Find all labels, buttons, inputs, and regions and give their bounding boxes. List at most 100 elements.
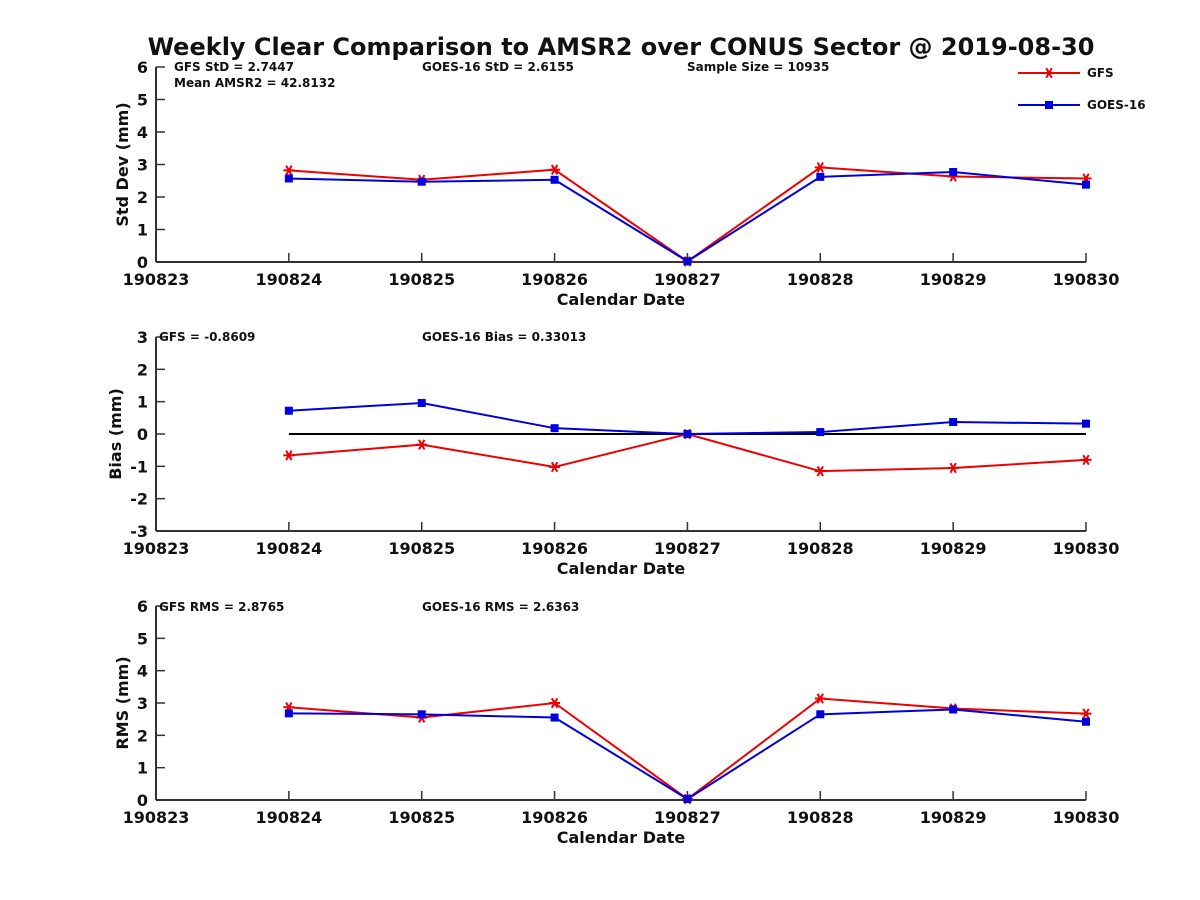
legend-marker <box>1043 67 1055 79</box>
y-axis-label: RMS (mm) <box>113 656 132 749</box>
x-tick-label: 190827 <box>654 539 721 558</box>
data-point <box>683 257 692 266</box>
data-point-stroke <box>816 465 824 477</box>
y-axis-label: Std Dev (mm) <box>113 102 132 226</box>
data-point <box>417 710 426 719</box>
data-point-stroke <box>550 697 559 709</box>
data-point <box>814 693 826 704</box>
data-point <box>949 167 958 176</box>
data-point-stroke <box>550 164 559 175</box>
data-point-stroke <box>285 450 293 461</box>
x-tick-label: 190826 <box>521 808 588 827</box>
data-point-stroke <box>816 162 824 173</box>
data-point <box>549 697 561 709</box>
data-point <box>550 175 559 184</box>
x-tick-label: 190827 <box>654 270 721 289</box>
data-point-stroke <box>816 693 824 704</box>
data-point <box>417 177 426 186</box>
data-point-stroke <box>1082 454 1090 466</box>
x-tick-label: 190825 <box>388 270 455 289</box>
y-tick-label: 1 <box>137 221 148 240</box>
y-tick-label: 0 <box>137 253 148 272</box>
x-tick-label: 190828 <box>787 539 854 558</box>
x-tick-label: 190829 <box>920 539 987 558</box>
data-point <box>283 165 295 176</box>
y-tick-label: -2 <box>130 490 148 509</box>
legend-label: GOES-16 <box>1087 98 1146 112</box>
x-tick-label: 190825 <box>388 808 455 827</box>
x-tick-label: 190823 <box>123 270 190 289</box>
y-tick-label: -3 <box>130 522 148 541</box>
legend-marker <box>1045 101 1053 109</box>
series-goes-16 <box>284 705 1090 804</box>
data-point <box>816 172 825 181</box>
data-point <box>417 398 426 407</box>
x-axis-label: Calendar Date <box>557 828 686 847</box>
y-tick-label: 0 <box>137 791 148 810</box>
series-line <box>288 170 1087 263</box>
stat-annotation: GFS RMS = 2.8765 <box>159 600 284 614</box>
y-tick-label: 4 <box>137 662 148 681</box>
series-line <box>288 401 1087 436</box>
y-tick-label: 0 <box>137 425 148 444</box>
stat-annotation: Sample Size = 10935 <box>687 60 829 74</box>
data-point <box>1082 180 1090 189</box>
panel-3: 0 1 2 3 4 5 6 190823 190824 190825 190826 190827 190… <box>113 597 1119 847</box>
legend-entry-goes-16: GOES-16 <box>1018 98 1146 112</box>
x-tick-label: 190829 <box>920 808 987 827</box>
stat-annotation: Mean AMSR2 = 42.8132 <box>174 76 335 90</box>
data-point <box>816 428 825 437</box>
data-point-stroke <box>1082 708 1090 719</box>
data-point <box>284 709 293 718</box>
data-point <box>814 162 826 173</box>
legend-marker-stroke <box>1045 67 1053 79</box>
data-point-stroke <box>418 439 426 450</box>
legend: GFS GOES-16 <box>1018 66 1146 112</box>
stat-annotation: GOES-16 Bias = 0.33013 <box>422 330 586 344</box>
y-axis-label: Bias (mm) <box>106 388 125 480</box>
x-tick-label: 190824 <box>255 808 322 827</box>
data-point-stroke <box>949 462 957 474</box>
y-tick-label: 3 <box>137 328 148 347</box>
y-tick-label: 5 <box>137 629 148 648</box>
stat-annotation: GOES-16 RMS = 2.6363 <box>422 600 579 614</box>
legend-entry-gfs: GFS <box>1018 66 1114 80</box>
legend-label: GFS <box>1087 66 1114 80</box>
y-tick-label: 2 <box>137 360 148 379</box>
series-line <box>288 432 1087 473</box>
x-tick-label: 190825 <box>388 539 455 558</box>
data-point <box>284 174 293 183</box>
x-tick-label: 190824 <box>255 539 322 558</box>
x-tick-label: 190824 <box>255 270 322 289</box>
stat-annotation: GFS StD = 2.7447 <box>174 60 294 74</box>
y-tick-label: -1 <box>130 457 148 476</box>
data-point <box>814 465 826 477</box>
x-tick-label: 190828 <box>787 270 854 289</box>
data-point <box>549 461 561 473</box>
x-tick-label: 190830 <box>1053 270 1120 289</box>
data-point <box>816 710 825 719</box>
panel-2: -3 -2 -1 0 1 2 3 190823 190824 190825 190826 190827… <box>106 328 1119 578</box>
data-point <box>550 424 559 433</box>
x-tick-label: 190830 <box>1053 539 1120 558</box>
y-tick-label: 2 <box>137 726 148 745</box>
series-goes-16 <box>284 167 1090 266</box>
y-tick-label: 5 <box>137 91 148 110</box>
panels: 0 1 2 3 4 5 6 190823 190824 190825 190826 190827 190… <box>106 58 1119 847</box>
stat-annotation: GOES-16 StD = 2.6155 <box>422 60 574 74</box>
y-tick-label: 1 <box>137 759 148 778</box>
x-tick-label: 190826 <box>521 270 588 289</box>
x-axis-label: Calendar Date <box>557 559 686 578</box>
data-point-stroke <box>550 461 559 473</box>
y-tick-label: 1 <box>137 393 148 412</box>
y-tick-label: 6 <box>137 597 148 616</box>
data-point <box>949 705 958 714</box>
y-tick-label: 4 <box>137 123 148 142</box>
x-tick-label: 190827 <box>654 808 721 827</box>
data-point <box>683 795 692 804</box>
y-tick-label: 6 <box>137 58 148 77</box>
x-tick-label: 190826 <box>521 539 588 558</box>
data-point <box>1080 708 1092 719</box>
data-point <box>550 713 559 722</box>
